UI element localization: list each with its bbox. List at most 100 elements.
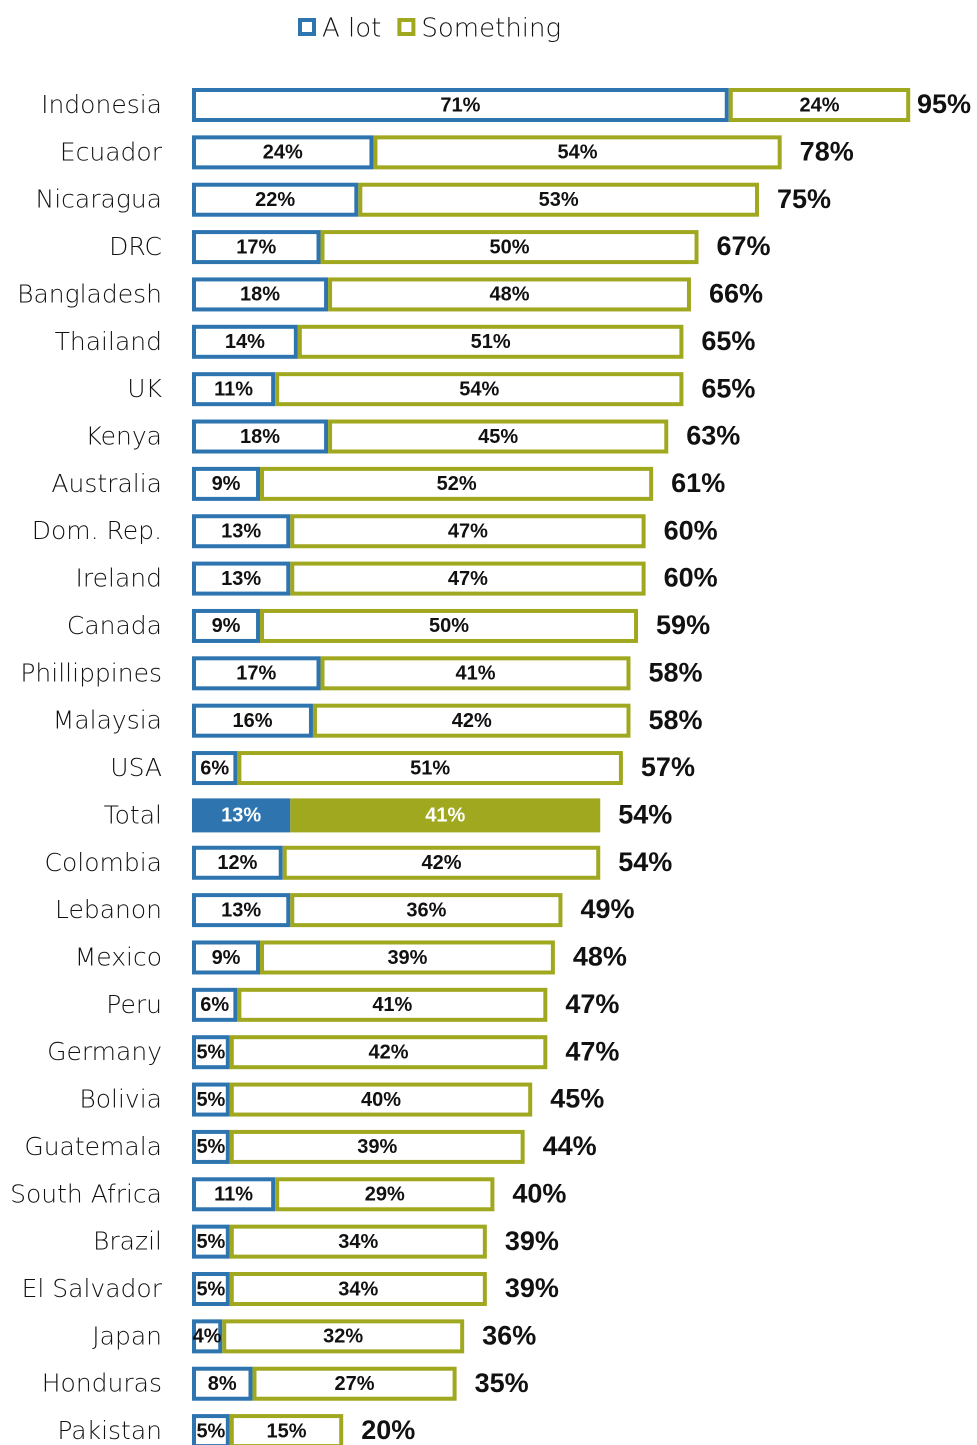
total-label: 48% — [573, 942, 627, 972]
bar-segment — [252, 1366, 457, 1401]
value-label: 27% — [335, 1373, 375, 1395]
bar-segment — [290, 798, 601, 833]
category-label: Colombia — [45, 848, 162, 877]
value-label: 18% — [240, 284, 280, 306]
value-label: 53% — [539, 189, 579, 211]
category-label: South Africa — [10, 1179, 162, 1208]
value-label: 36% — [406, 899, 446, 921]
value-label: 17% — [236, 663, 276, 685]
value-label: 29% — [365, 1184, 405, 1206]
value-label: 13% — [221, 805, 261, 827]
value-label: 39% — [357, 1136, 397, 1158]
value-label: 41% — [372, 994, 412, 1016]
value-label: 14% — [225, 331, 265, 353]
bar-segment — [192, 1129, 230, 1164]
bar-segment — [192, 1366, 253, 1401]
category-label: UK — [127, 374, 162, 403]
bar-segment — [328, 277, 691, 312]
value-label: 40% — [361, 1089, 401, 1111]
total-label: 36% — [482, 1320, 536, 1350]
category-label: Pakistan — [57, 1416, 162, 1445]
category-label: Mexico — [75, 942, 162, 971]
bar-segment — [192, 182, 359, 217]
value-label: 8% — [208, 1373, 237, 1395]
bar-segment — [290, 561, 646, 596]
category-label: Indonesia — [41, 90, 162, 119]
bar-segment — [229, 1224, 487, 1259]
bar-segment — [192, 940, 261, 975]
bar-segment — [320, 656, 631, 691]
bar-segment — [290, 514, 646, 549]
value-label: 13% — [221, 568, 261, 590]
value-label: 50% — [490, 236, 530, 258]
value-label: 24% — [263, 142, 303, 164]
category-label: Phillippines — [20, 658, 162, 687]
value-label: 34% — [338, 1231, 378, 1253]
total-label: 60% — [664, 563, 718, 593]
bar-segment — [229, 1272, 487, 1306]
value-label: 41% — [425, 805, 465, 827]
value-label: 11% — [214, 378, 253, 400]
value-label: 54% — [459, 378, 499, 400]
total-label: 65% — [701, 326, 755, 356]
value-label: 4% — [193, 1326, 222, 1348]
category-label: Thailand — [55, 327, 162, 356]
value-label: 12% — [217, 852, 257, 874]
total-label: 61% — [671, 468, 725, 498]
category-label: Peru — [106, 990, 162, 1019]
value-label: 17% — [236, 236, 276, 258]
value-label: 6% — [200, 757, 229, 779]
bar-segment — [192, 1035, 230, 1070]
value-label: 42% — [452, 710, 492, 732]
bar-segment — [192, 514, 291, 549]
value-label: 51% — [410, 757, 450, 779]
value-label: 9% — [212, 947, 241, 969]
value-label: 9% — [212, 615, 241, 637]
bar-segment — [229, 1414, 344, 1445]
category-label: Total — [104, 800, 162, 829]
bar-segment — [192, 845, 283, 880]
bar-segment — [192, 372, 276, 407]
bar-segment — [320, 230, 699, 265]
category-label: DRC — [109, 232, 162, 261]
value-label: 39% — [387, 947, 427, 969]
bar-segment — [192, 656, 321, 691]
category-label: Australia — [51, 469, 162, 498]
total-label: 63% — [686, 421, 740, 451]
total-label: 39% — [505, 1273, 559, 1303]
category-label: Canada — [67, 611, 162, 640]
category-label: Kenya — [86, 422, 163, 451]
value-label: 48% — [490, 284, 530, 306]
category-label: Malaysia — [53, 706, 162, 735]
bar-segment — [275, 1177, 495, 1212]
total-label: 45% — [550, 1084, 604, 1114]
bar-segment — [373, 135, 782, 170]
legend-label: Something — [421, 14, 561, 44]
value-label: 5% — [196, 1420, 225, 1442]
bar-segment — [192, 419, 329, 454]
bar-segment — [312, 703, 631, 738]
bar-segment — [229, 1129, 525, 1164]
value-label: 13% — [221, 521, 261, 543]
value-label: 51% — [471, 331, 511, 353]
bar-segment — [290, 893, 563, 928]
bar-segment — [192, 1414, 230, 1445]
total-label: 75% — [777, 184, 831, 214]
category-label: Brazil — [93, 1227, 162, 1256]
value-label: 5% — [196, 1136, 225, 1158]
total-label: 60% — [664, 515, 718, 545]
bar-segment — [237, 751, 623, 786]
total-label: 44% — [543, 1131, 597, 1161]
total-label: 65% — [701, 373, 755, 403]
total-label: 57% — [641, 752, 695, 782]
bar-segment — [192, 703, 313, 738]
value-label: 24% — [799, 94, 839, 116]
category-label: USA — [110, 753, 162, 782]
category-label: Honduras — [42, 1369, 162, 1398]
category-label: Bolivia — [79, 1085, 162, 1114]
value-label: 47% — [448, 568, 488, 590]
bar-segment — [275, 372, 684, 407]
value-label: 41% — [455, 663, 495, 685]
total-label: 58% — [648, 705, 702, 735]
bar-segment — [192, 608, 261, 643]
